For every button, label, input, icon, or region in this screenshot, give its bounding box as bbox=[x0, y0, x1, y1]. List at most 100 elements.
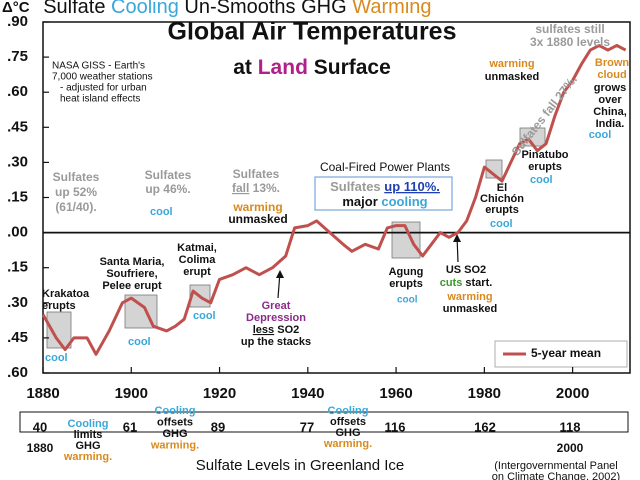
annotation-line: Sulfates bbox=[53, 170, 100, 184]
annotation: unmasked bbox=[485, 71, 539, 83]
y-tick-label: .75 bbox=[7, 48, 28, 65]
annotation-line: unmasked bbox=[443, 303, 497, 315]
annotation-line: warming. bbox=[150, 439, 199, 451]
annotation-line: Krakatoa bbox=[42, 288, 90, 300]
annotation: unmasked bbox=[228, 212, 287, 226]
annotation: cool bbox=[45, 352, 68, 364]
title-part: Un-Smooths GHG bbox=[179, 0, 352, 18]
annotation-line: unmasked bbox=[228, 212, 287, 226]
y-tick-label: .30 bbox=[7, 153, 28, 170]
annotation-line: Sulfates bbox=[233, 167, 280, 181]
annotation-line: major cooling bbox=[342, 194, 427, 209]
table-year: 2000 bbox=[557, 441, 584, 455]
annotation-line: less SO2 bbox=[253, 324, 300, 336]
y-tick-label: .00 bbox=[7, 224, 28, 241]
annotation: cool bbox=[128, 336, 151, 348]
title-part: Cooling bbox=[111, 0, 179, 18]
y-tick-label: .60 bbox=[7, 364, 28, 381]
table-value: 162 bbox=[474, 419, 496, 434]
chart-subtitle: at Land Surface bbox=[233, 56, 391, 79]
annotation-line: cool bbox=[128, 336, 151, 348]
annotation-line: erupt bbox=[183, 266, 211, 278]
arrow-head bbox=[276, 270, 284, 278]
annotation-line: offsets bbox=[157, 416, 193, 428]
annotation-line: erupts bbox=[528, 161, 562, 173]
annotation-line: cuts start. bbox=[440, 277, 493, 289]
annotation-part: Sulfates bbox=[330, 179, 384, 194]
annotation-line: US SO2 bbox=[446, 264, 486, 276]
title-part: Warming bbox=[352, 0, 431, 18]
source-note: NASA GISS - Earth's 7,000 weather statio… bbox=[52, 61, 153, 105]
annotation-part: cuts bbox=[440, 277, 463, 289]
annotation-line: up 46%. bbox=[145, 182, 190, 196]
annotation: Sulfates up 110%.major cooling bbox=[330, 179, 440, 209]
annotation-line: Soufriere, bbox=[106, 268, 157, 280]
annotation-line: China, bbox=[593, 106, 627, 118]
annotation-line: Pelee erupt bbox=[102, 280, 162, 292]
annotation-line: warming bbox=[232, 200, 282, 214]
y-tick-label: .90 bbox=[7, 13, 28, 30]
subtitle-part: Land bbox=[258, 56, 308, 79]
annotation-line: warming. bbox=[323, 438, 372, 450]
annotation: US SO2 bbox=[446, 264, 486, 276]
title-part: Sulfate bbox=[43, 0, 111, 18]
annotation-line: cool bbox=[490, 218, 513, 230]
arrow-head bbox=[453, 234, 461, 242]
annotation: warming bbox=[488, 58, 534, 70]
annotation-line: Agung bbox=[389, 266, 424, 278]
annotation-line: cool bbox=[397, 295, 418, 306]
annotation-part: less bbox=[253, 324, 274, 336]
note-line: 7,000 weather stations bbox=[52, 72, 153, 83]
annotation: cool bbox=[490, 218, 513, 230]
annotation-line: GHG bbox=[75, 440, 100, 452]
series-line bbox=[41, 43, 627, 356]
annotation-line: up the stacks bbox=[241, 336, 311, 348]
y-tick-label: .30 bbox=[7, 294, 28, 311]
x-tick-label: 1880 bbox=[26, 385, 59, 402]
annotation-line: fall 13%. bbox=[232, 181, 280, 195]
annotation: cool bbox=[193, 310, 216, 322]
annotation-line: Santa Maria, bbox=[100, 256, 165, 268]
note-line: heat island effects bbox=[60, 94, 140, 105]
shade-box bbox=[391, 221, 421, 259]
annotation-line: Coal-Fired Power Plants bbox=[320, 160, 450, 174]
annotation-line: warming. bbox=[63, 451, 112, 463]
annotation-line: Sulfates bbox=[145, 168, 192, 182]
annotation: warming bbox=[446, 291, 492, 303]
note-line: NASA GISS - Earth's bbox=[52, 61, 145, 72]
annotation-part: SO2 bbox=[274, 324, 299, 336]
annotation-line: grows bbox=[594, 82, 626, 94]
annotation-line: Cooling bbox=[328, 405, 369, 417]
annotation-part: up 110%. bbox=[384, 179, 440, 194]
annotation-part: fall bbox=[232, 181, 249, 195]
annotation: unmasked bbox=[443, 303, 497, 315]
table-value: 77 bbox=[300, 419, 314, 434]
annotation: cool bbox=[530, 174, 553, 186]
table-value: 118 bbox=[560, 419, 581, 434]
annotation-line: up 52% bbox=[55, 185, 97, 199]
x-tick-label: 2000 bbox=[556, 385, 589, 402]
annotation-part: start. bbox=[462, 277, 492, 289]
annotation: cool bbox=[589, 129, 612, 141]
annotation-line: (61/40). bbox=[55, 200, 96, 214]
table-value: 61 bbox=[123, 419, 137, 434]
x-tick-label: 1900 bbox=[115, 385, 148, 402]
annotation-line: Cooling bbox=[155, 405, 196, 417]
annotation-line: warming bbox=[488, 58, 534, 70]
x-tick-label: 1920 bbox=[203, 385, 236, 402]
annotation-line: GHG bbox=[335, 427, 360, 439]
y-tick-label: .15 bbox=[7, 188, 28, 205]
annotation-line: Depression bbox=[246, 312, 306, 324]
x-tick-label: 1980 bbox=[468, 385, 501, 402]
